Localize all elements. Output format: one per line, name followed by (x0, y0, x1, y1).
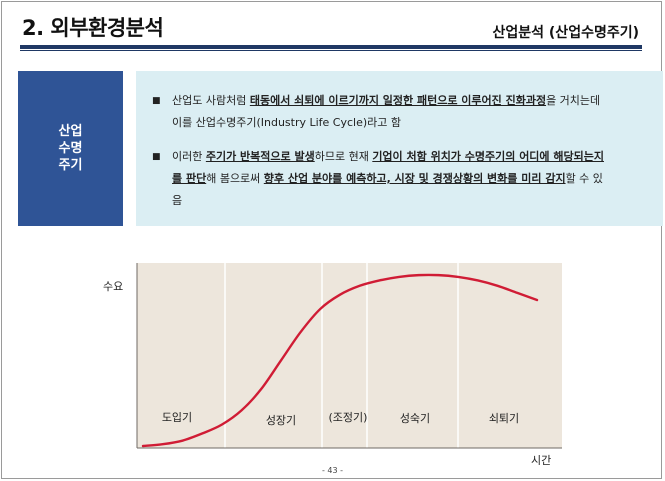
section-label: 산업 수명 주기 (58, 124, 83, 173)
bullet-emphasis: 태동에서 쇠퇴에 이르기까지 일정한 패턴으로 이루어진 진화과정 (249, 94, 547, 107)
section-label-box: 산업 수명 주기 (18, 71, 123, 226)
bullet-segment: 할 수 있음 (172, 172, 603, 207)
content-box: ■ 산업도 사람처럼 태동에서 쇠퇴에 이르기까지 일정한 패턴으로 이루어진 … (136, 71, 663, 226)
bullet-segment: 하므로 현재 (314, 150, 373, 163)
bullet-emphasis: 주기가 반복적으로 발생 (205, 150, 315, 163)
title-divider-thin (20, 50, 642, 51)
stage-label: 쇠퇴기 (489, 412, 519, 425)
page-subtitle: 산업분석 (산업수명주기) (492, 25, 639, 41)
bullet-item: ■ 산업도 사람처럼 태동에서 쇠퇴에 이르기까지 일정한 패턴으로 이루어진 … (152, 90, 607, 134)
bullet-text: 산업도 사람처럼 태동에서 쇠퇴에 이르기까지 일정한 패턴으로 이루어진 진화… (152, 90, 607, 134)
stage-label: 도입기 (162, 411, 192, 424)
page-title: 2. 외부환경분석 (22, 16, 164, 40)
title-divider (20, 45, 642, 49)
bullet-square-icon: ■ (152, 96, 161, 106)
bullet-emphasis: 향후 산업 분야를 예측하고, 시장 및 경쟁상황의 변화를 미리 감지 (263, 172, 566, 185)
bullet-text: 이러한 주기가 반복적으로 발생하므로 현재 기업이 처함 위치가 수명주기의 … (152, 146, 607, 212)
stage-label: 성숙기 (400, 412, 430, 425)
plot-background (137, 263, 562, 448)
x-axis-label: 시간 (531, 454, 551, 467)
bullet-segment: 산업도 사람처럼 (172, 94, 250, 107)
stage-dividers (224, 263, 459, 448)
stage-labels: 도입기 성장기 (조정기) 성숙기 쇠퇴기 (162, 411, 519, 427)
bullet-segment: 을 거치는데 이를 산업수명주기(Industry Life Cycle)라고 … (172, 94, 601, 129)
bullet-emphasis: 기업이 처함 위치가 수명주기의 어디에 해당되는지를 판단 (172, 150, 604, 185)
stage-label: 성장기 (266, 414, 296, 427)
lifecycle-curve (141, 273, 539, 448)
bullet-segment: 이러한 (172, 150, 206, 163)
bullet-item: ■ 이러한 주기가 반복적으로 발생하므로 현재 기업이 처함 위치가 수명주기… (152, 146, 607, 212)
y-axis-label: 수요 (103, 280, 123, 293)
bullet-square-icon: ■ (152, 152, 161, 162)
page-number: - 43 - (321, 466, 344, 475)
bullet-segment: 해 봄으로써 (206, 172, 264, 185)
stage-label: (조정기) (329, 411, 368, 424)
